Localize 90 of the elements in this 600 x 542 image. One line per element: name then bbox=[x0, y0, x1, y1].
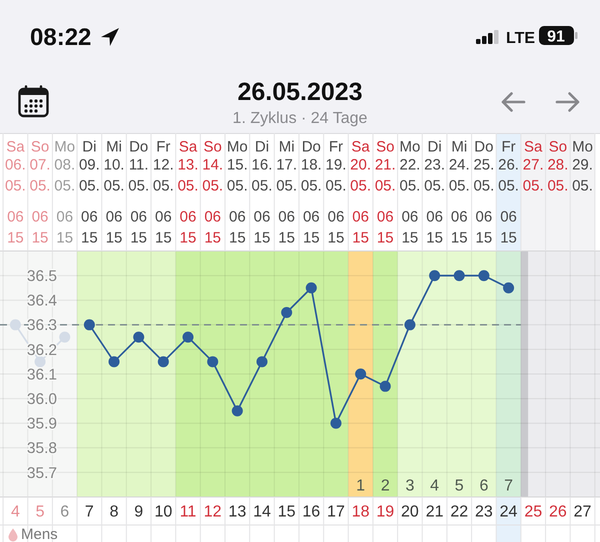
text: 91 bbox=[547, 28, 565, 46]
x-tick-label: 21 bbox=[426, 504, 444, 521]
x-tick-label: 12 bbox=[204, 504, 222, 521]
x-tick-label: 10 bbox=[154, 504, 172, 521]
band-label: 7 bbox=[504, 478, 514, 495]
x2-tick-label: Do 18. 05. 06 15 bbox=[300, 138, 322, 246]
x2-tick-label: Do 11. 05. 06 15 bbox=[128, 138, 150, 246]
y-tick-label: 36.4 bbox=[26, 292, 58, 310]
y-tick-label: 36.2 bbox=[26, 342, 57, 359]
y-tick-label: 36.5 bbox=[26, 268, 57, 286]
band-label: 3 bbox=[405, 478, 414, 495]
x2-tick-label: Mo 22. 05. 06 15 bbox=[400, 138, 420, 246]
x2-tick-label: So 21. 05. 06 15 bbox=[374, 138, 396, 246]
x-tick-label: 11 bbox=[180, 504, 196, 521]
x2-tick-label: Sa 20. 05. 06 15 bbox=[350, 138, 372, 246]
x-tick-label: 17 bbox=[327, 504, 345, 521]
x2-tick-label: Do 25. 05. 06 15 bbox=[473, 138, 494, 246]
point bbox=[59, 332, 70, 343]
point bbox=[207, 356, 218, 368]
x2-tick-label: Di 09. 05. 06 15 bbox=[78, 138, 100, 246]
y-tick-label: 35.8 bbox=[26, 440, 57, 458]
x2-tick-label: Mi 24. 05. 06 15 bbox=[448, 138, 470, 246]
point bbox=[380, 380, 391, 392]
x2-tick-label: Di 16. 05. 06 15 bbox=[252, 138, 272, 246]
point bbox=[10, 319, 21, 330]
x-tick-label: 26 bbox=[548, 504, 567, 521]
x2-tick-label: Mo 08. 05. 06 15 bbox=[54, 138, 76, 246]
point bbox=[454, 270, 465, 282]
point bbox=[182, 332, 194, 343]
x-tick-label: 22 bbox=[450, 504, 468, 521]
point bbox=[355, 368, 366, 380]
x2-tick-label: Fr 26. 05. 06 15 bbox=[498, 138, 519, 246]
x2-tick-label: Mo 15. 05. 06 15 bbox=[226, 138, 248, 246]
band-label: 2 bbox=[380, 478, 390, 495]
x-tick-label: 19 bbox=[376, 504, 394, 521]
point bbox=[281, 307, 292, 318]
y-tick-label: 36.0 bbox=[26, 391, 58, 408]
band-label: 6 bbox=[479, 478, 488, 495]
point bbox=[306, 282, 317, 294]
x-tick-label: 27 bbox=[574, 504, 592, 521]
point bbox=[108, 356, 120, 368]
x2-tick-label: So 07. 05. 06 15 bbox=[30, 138, 50, 246]
text: 08:22 bbox=[30, 24, 92, 51]
x-tick-label: 23 bbox=[475, 504, 493, 521]
point bbox=[429, 270, 440, 282]
x-tick-label: 6 bbox=[60, 504, 70, 521]
x2-tick-label: So 28. 05. bbox=[547, 138, 568, 194]
y-tick-label: 36.1 bbox=[26, 366, 57, 384]
x-tick-label: 8 bbox=[110, 504, 119, 521]
x2-tick-label: Mo 29. 05. bbox=[572, 138, 593, 194]
x-tick-label: 15 bbox=[278, 504, 296, 521]
band-label: 1 bbox=[356, 478, 366, 495]
x2-tick-label: Sa 27. 05. bbox=[522, 138, 544, 194]
point bbox=[256, 356, 268, 368]
x-tick-label: 24 bbox=[500, 504, 518, 521]
point bbox=[158, 356, 169, 368]
point bbox=[84, 319, 95, 330]
x-tick-label: 16 bbox=[302, 504, 320, 521]
x-tick-label: 20 bbox=[401, 504, 419, 521]
x2-tick-label: Sa 06. 05. 06 15 bbox=[4, 138, 26, 246]
band-label: 4 bbox=[430, 478, 440, 495]
x2-tick-label: Fr 19. 05. 06 15 bbox=[326, 138, 346, 246]
point bbox=[133, 332, 144, 343]
x2-tick-label: Mi 17. 05. 06 15 bbox=[276, 138, 298, 246]
x-tick-label: 13 bbox=[228, 504, 246, 521]
point bbox=[232, 405, 243, 416]
y-tick-label: 35.7 bbox=[26, 464, 57, 482]
x2-tick-label: Mi 10. 05. 06 15 bbox=[104, 138, 124, 246]
y-tick-label: 35.9 bbox=[26, 416, 57, 433]
band-label: 5 bbox=[454, 478, 464, 495]
x2-tick-label: Fr 12. 05. 06 15 bbox=[152, 138, 174, 246]
point bbox=[404, 319, 416, 330]
x-tick-label: 4 bbox=[10, 504, 20, 521]
point bbox=[478, 270, 490, 282]
point bbox=[503, 282, 514, 294]
x-tick-label: 7 bbox=[84, 504, 94, 521]
chart-title: 26.05.2023 bbox=[237, 78, 363, 106]
text: LTE bbox=[506, 30, 536, 47]
chart-subtitle: 1. Zyklus · 24 Tage bbox=[232, 110, 368, 127]
x-tick-label: 18 bbox=[352, 504, 370, 521]
text: Mens bbox=[21, 526, 58, 542]
x2-tick-label: Di 23. 05. 06 15 bbox=[424, 138, 446, 246]
x2-tick-label: So 14. 05. 06 15 bbox=[202, 138, 224, 246]
point bbox=[34, 356, 46, 368]
x2-tick-label: Sa 13. 05. 06 15 bbox=[178, 138, 198, 246]
point bbox=[330, 418, 342, 429]
x-tick-label: 14 bbox=[253, 504, 271, 521]
x-tick-label: 9 bbox=[134, 504, 144, 521]
x-tick-label: 5 bbox=[36, 504, 45, 521]
x-tick-label: 25 bbox=[524, 504, 542, 521]
